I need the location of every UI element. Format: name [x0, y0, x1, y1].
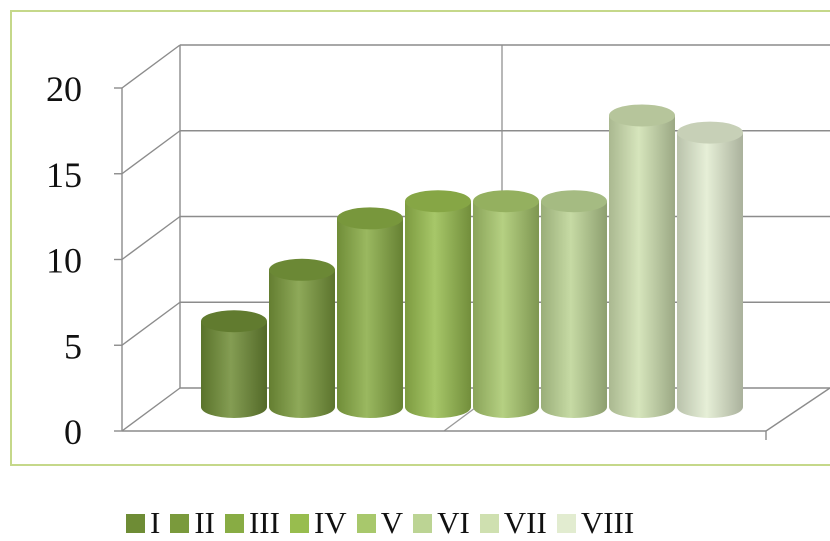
- legend-label: I: [150, 505, 161, 540]
- y-tick-label: 10: [46, 241, 82, 281]
- y-tick-labels: 0 5 10 15 20: [46, 69, 82, 452]
- y-tick-label: 15: [46, 155, 82, 195]
- legend-swatch: [170, 513, 190, 533]
- legend-item-I: I: [126, 505, 160, 541]
- legend-item-IV: IV: [289, 505, 347, 541]
- legend-swatch: [556, 513, 576, 533]
- axis-layer: [114, 87, 830, 440]
- legend-label: IV: [313, 505, 347, 540]
- legend-item-VI: VI: [413, 505, 470, 541]
- legend-label: VIII: [580, 505, 635, 540]
- floor-right-edge: [765, 387, 830, 432]
- bar-top: [541, 190, 607, 213]
- bar-II: [269, 258, 335, 418]
- y-tick-label: 5: [64, 326, 82, 366]
- legend-label: V: [380, 505, 404, 540]
- legend-swatch: [479, 513, 499, 533]
- legend-item-VII: VII: [479, 505, 547, 541]
- side-gridline-15: [121, 130, 181, 175]
- side-gridline-5: [121, 301, 181, 346]
- legend-swatch: [413, 513, 433, 533]
- bar-VIII: [677, 121, 743, 418]
- y-tick-label: 20: [46, 69, 82, 109]
- legend-item-VIII: VIII: [556, 505, 635, 541]
- bar-body: [541, 201, 607, 418]
- bar-IV: [405, 190, 471, 418]
- bar-body: [677, 132, 743, 418]
- bar-top: [337, 207, 403, 230]
- bar-body: [337, 218, 403, 418]
- bar-VI: [541, 190, 607, 418]
- legend: I II III IV V VI VII VIII: [126, 505, 644, 541]
- bar-VII: [609, 104, 675, 418]
- bar-top: [609, 104, 675, 127]
- legend-label: VII: [503, 505, 547, 540]
- bar-body: [269, 269, 335, 418]
- legend-swatch: [356, 513, 376, 533]
- side-gridline-20: [121, 44, 181, 89]
- bar-V: [473, 190, 539, 418]
- side-gridline-0: [121, 387, 181, 432]
- bar-layer: [201, 104, 743, 418]
- bar-III: [337, 207, 403, 418]
- legend-swatch: [289, 513, 309, 533]
- bar-top: [405, 190, 471, 213]
- bar-I: [201, 310, 267, 418]
- bar-top: [473, 190, 539, 213]
- legend-label: VI: [437, 505, 470, 540]
- bar-body: [405, 201, 471, 418]
- bar-top: [201, 310, 267, 333]
- legend-label: III: [248, 505, 280, 540]
- y-tick-label: 0: [64, 412, 82, 452]
- bar-body: [201, 321, 267, 418]
- legend-label: II: [194, 505, 215, 540]
- side-gridline-10: [121, 215, 181, 261]
- bar-top: [677, 121, 743, 144]
- bar-top: [269, 258, 335, 281]
- legend-item-II: II: [170, 505, 215, 541]
- legend-swatch: [126, 513, 145, 533]
- legend-swatch: [224, 513, 244, 533]
- legend-item-V: V: [356, 505, 404, 541]
- bar-body: [609, 115, 675, 418]
- legend-item-III: III: [224, 505, 280, 541]
- bar-body: [473, 201, 539, 418]
